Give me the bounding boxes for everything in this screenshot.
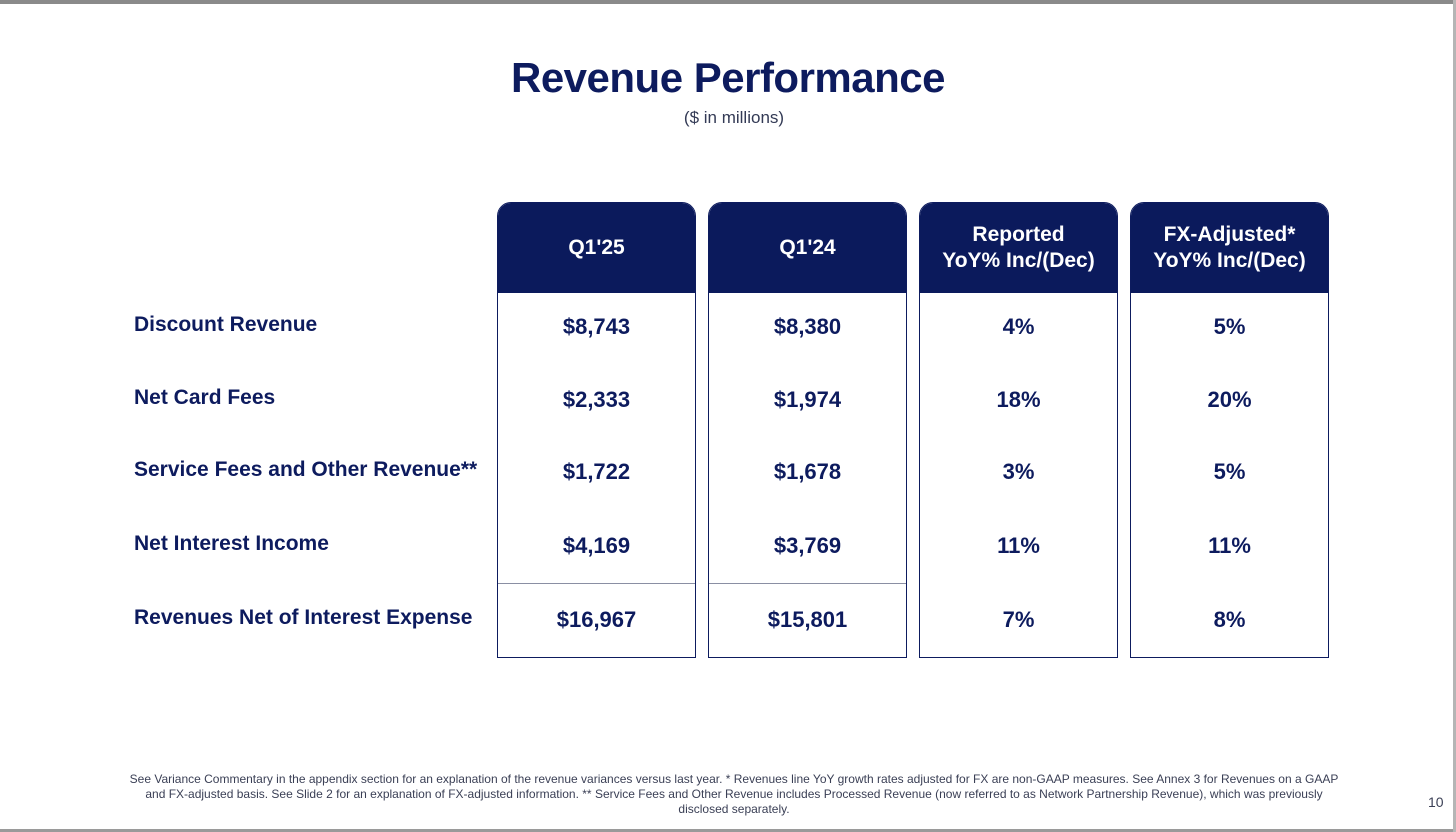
- cell-value: 20%: [1207, 387, 1252, 412]
- cell-value: 3%: [1002, 459, 1035, 484]
- column-fx-adjusted-yoy: FX-Adjusted* YoY% Inc/(Dec) 5% 20% 5% 11…: [1130, 202, 1329, 658]
- right-border: [1453, 0, 1456, 832]
- total-separator: [498, 583, 695, 584]
- cell-value: $4,169: [562, 533, 631, 558]
- page-subtitle: ($ in millions): [683, 108, 785, 127]
- column-header-line2: YoY% Inc/(Dec): [942, 249, 1095, 272]
- cell-value: $8,743: [562, 314, 631, 339]
- column-header-line1: FX-Adjusted*: [1163, 223, 1296, 246]
- cell-value: $1,722: [562, 459, 631, 484]
- column-reported-yoy: Reported YoY% Inc/(Dec) 4% 18% 3% 11% 7%: [919, 202, 1118, 658]
- cell-value: 5%: [1213, 459, 1246, 484]
- row-label-revenues-net: Revenues Net of Interest Expense: [134, 606, 473, 629]
- cell-value: $8,380: [773, 314, 842, 339]
- column-q1-25: Q1'25 $8,743 $2,333 $1,722 $4,169 $16,96…: [497, 202, 696, 658]
- page-title: Revenue Performance: [510, 54, 946, 101]
- cell-value: 11%: [1208, 533, 1251, 558]
- column-header-line1: Q1'25: [568, 236, 625, 259]
- cell-value: $3,769: [773, 533, 842, 558]
- bottom-border: [0, 829, 1456, 832]
- column-q1-24: Q1'24 $8,380 $1,974 $1,678 $3,769 $15,80…: [708, 202, 907, 658]
- cell-value-total: $15,801: [767, 607, 848, 632]
- column-header-q1-24: Q1'24: [709, 203, 906, 293]
- row-label-net-interest-income: Net Interest Income: [134, 532, 329, 555]
- column-header-fx-adjusted-yoy: FX-Adjusted* YoY% Inc/(Dec): [1131, 203, 1328, 293]
- cell-value: 5%: [1213, 314, 1246, 339]
- column-header-reported-yoy: Reported YoY% Inc/(Dec): [920, 203, 1117, 293]
- column-header-line1: Q1'24: [779, 236, 836, 259]
- total-separator: [709, 583, 906, 584]
- cell-value: $1,974: [773, 387, 842, 412]
- row-label-net-card-fees: Net Card Fees: [134, 386, 276, 409]
- cell-value-total: 7%: [1002, 607, 1035, 632]
- top-border: [0, 0, 1456, 4]
- row-label-service-fees: Service Fees and Other Revenue**: [134, 458, 478, 481]
- cell-value: 18%: [996, 387, 1041, 412]
- column-header-q1-25: Q1'25: [498, 203, 695, 293]
- page-number: 10: [1428, 794, 1444, 810]
- column-header-line2: YoY% Inc/(Dec): [1153, 249, 1306, 272]
- column-header-line1: Reported: [972, 223, 1065, 246]
- cell-value-total: 8%: [1213, 607, 1246, 632]
- cell-value: 4%: [1002, 314, 1035, 339]
- row-label-discount-revenue: Discount Revenue: [134, 313, 318, 336]
- cell-value: $1,678: [773, 459, 842, 484]
- cell-value: 11%: [997, 533, 1040, 558]
- footnote: See Variance Commentary in the appendix …: [129, 772, 1339, 816]
- cell-value-total: $16,967: [556, 607, 637, 632]
- cell-value: $2,333: [562, 387, 631, 412]
